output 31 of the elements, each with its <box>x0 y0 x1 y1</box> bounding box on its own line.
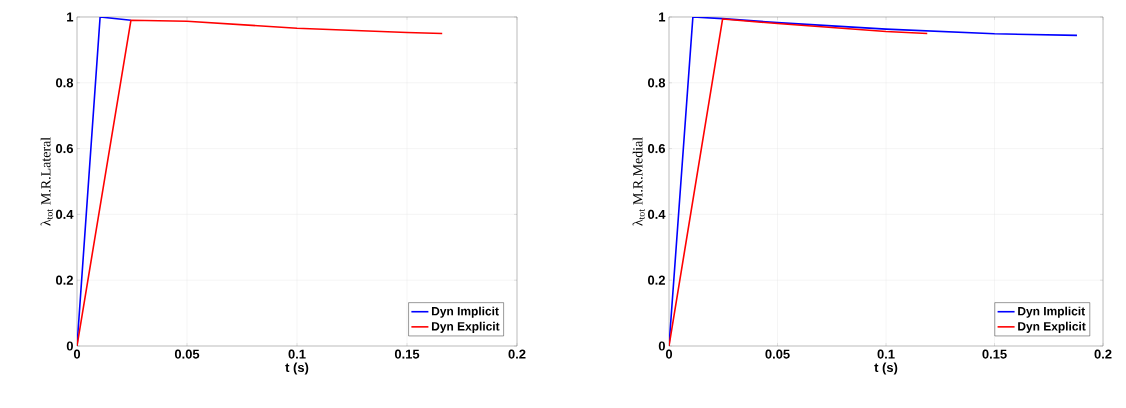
x-tick-label: 0.15 <box>982 349 1007 359</box>
y-tick-label: 0.2 <box>648 275 665 285</box>
line-series <box>669 18 929 346</box>
x-tick-label: 0.15 <box>394 349 420 359</box>
legend-label: Dyn Explicit <box>1018 321 1086 333</box>
y-tick-label: 1 <box>659 12 666 22</box>
x-tick-label: 0 <box>73 349 81 359</box>
x-tick-label: 0.1 <box>288 349 306 359</box>
y-tick-label: 1 <box>67 12 74 22</box>
x-tick-label: 0 <box>665 349 673 359</box>
y-tick-label: 0.4 <box>56 209 74 219</box>
x-tick-label: 0.2 <box>1094 349 1112 359</box>
x-tick-label: 0.1 <box>877 349 895 359</box>
y-tick-label: 0.8 <box>56 78 74 88</box>
y-tick-label: 0 <box>658 341 665 351</box>
legend-label: Dyn Implicit <box>1018 306 1085 318</box>
legend-label: Dyn Implicit <box>431 306 499 318</box>
y-tick-label: 0.6 <box>56 144 74 154</box>
y-tick-label: 0.2 <box>56 275 73 285</box>
y-tick-label: 0.4 <box>648 209 666 219</box>
y-tick-label: 0.8 <box>648 78 666 88</box>
x-tick-label: 0.05 <box>174 349 200 359</box>
x-tick-label: 0.2 <box>508 349 526 359</box>
legend-label: Dyn Explicit <box>431 321 500 333</box>
x-axis-title: t (s) <box>285 362 309 375</box>
x-axis-title: t (s) <box>874 362 898 375</box>
y-axis-title: λ$_{tot}$ M.R.Medial <box>632 137 645 226</box>
x-tick-label: 0.05 <box>765 349 790 359</box>
y-tick-label: 0 <box>66 341 73 351</box>
y-axis-title: λ$_{tot}$ M.R.Lateral <box>40 137 53 226</box>
y-tick-label: 0.6 <box>648 144 666 154</box>
